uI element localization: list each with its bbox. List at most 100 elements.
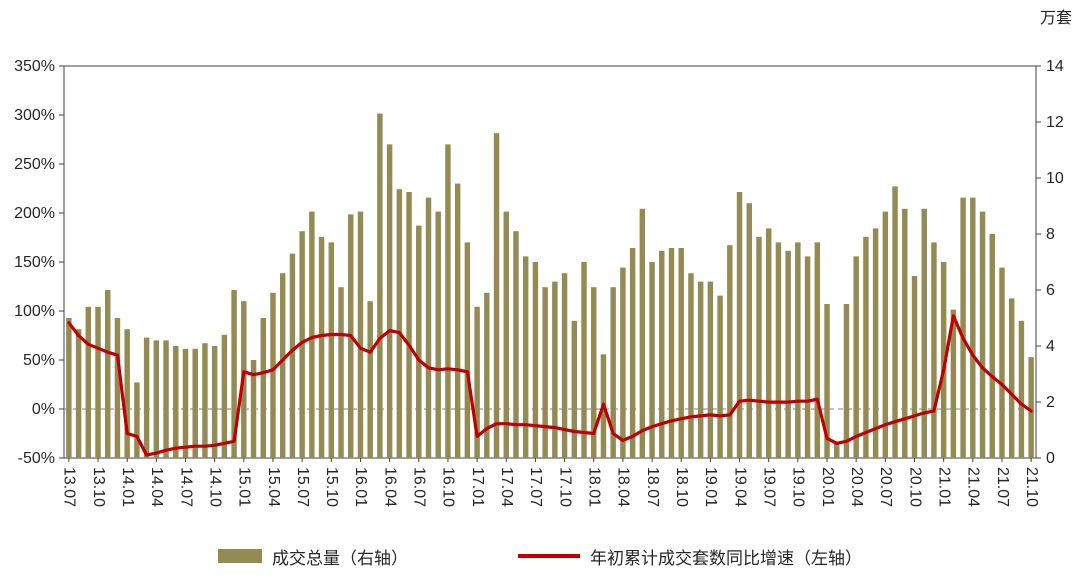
x-axis-tick-label: 18.10 (673, 467, 690, 507)
bar (66, 318, 72, 458)
bar (522, 256, 529, 458)
bar (804, 256, 811, 458)
bar (765, 228, 772, 458)
x-axis-tick-label: 15.10 (323, 467, 340, 507)
x-axis-tick-label: 14.10 (206, 467, 223, 507)
x-axis-tick-label: 17.07 (527, 467, 544, 507)
bar (581, 262, 587, 458)
bar (425, 197, 432, 458)
bar (795, 242, 801, 458)
bar (221, 334, 228, 458)
bar (377, 113, 383, 458)
bar (182, 348, 189, 458)
bar (785, 250, 791, 458)
bar (1018, 320, 1025, 458)
left-axis-tick-label: 100% (14, 303, 55, 320)
bar (629, 248, 636, 458)
bar (727, 245, 733, 458)
bar (1028, 357, 1034, 458)
legend-item-line: 年初累计成交套数同比增速（左轴） (518, 544, 862, 569)
right-axis-tick-label: 2 (1046, 394, 1055, 411)
x-axis-tick-label: 20.07 (877, 467, 894, 507)
x-axis-tick-label: 15.04 (265, 467, 282, 507)
bar (474, 306, 480, 458)
bar (775, 242, 782, 458)
x-axis-tick-label: 17.04 (498, 467, 515, 507)
bar (678, 248, 684, 458)
left-axis-tick-label: -50% (18, 450, 55, 467)
bar (357, 211, 364, 458)
bar (454, 183, 461, 458)
bar (231, 290, 237, 458)
right-axis-tick-label: 6 (1046, 282, 1055, 299)
bar (999, 267, 1005, 458)
bar (173, 346, 179, 458)
left-axis: -50% 0% 50% 100% 150% 200% 250% 300% 350% (14, 58, 64, 467)
bar (970, 197, 976, 458)
bar (639, 208, 646, 458)
bar (931, 242, 937, 458)
bar (134, 382, 140, 458)
bar (318, 236, 325, 458)
x-axis-tick-label: 18.04 (615, 467, 632, 507)
bar (940, 262, 947, 458)
bar (386, 144, 393, 458)
bar (513, 231, 519, 458)
bar-series-label: 成交总量（右轴） (272, 548, 408, 568)
bar (610, 287, 616, 458)
bar (882, 211, 889, 458)
bar (192, 348, 198, 458)
legend-item-bars: 成交总量（右轴） (218, 544, 408, 569)
bar (95, 306, 101, 458)
bar (659, 250, 665, 458)
bar (834, 444, 840, 458)
x-axis-tick-label: 21.01 (935, 467, 952, 507)
bar (1008, 298, 1015, 458)
bar (979, 211, 986, 458)
bar (649, 262, 655, 458)
bar (464, 242, 471, 458)
x-axis-tick-label: 21.10 (1023, 467, 1040, 507)
bar (75, 329, 82, 458)
bar (299, 231, 305, 458)
bar (736, 192, 743, 458)
x-axis-tick-label: 14.07 (177, 467, 194, 507)
bar (542, 287, 548, 458)
bar (279, 273, 286, 458)
line-series-label: 年初累计成交套数同比增速（左轴） (590, 548, 862, 568)
x-axis-tick-label: 17.01 (469, 467, 486, 507)
right-axis-tick-label: 0 (1046, 450, 1055, 467)
left-axis-tick-label: 300% (14, 107, 55, 124)
bar (960, 197, 966, 458)
x-axis-tick-label: 16.07 (411, 467, 428, 507)
bar (202, 343, 208, 458)
x-axis-tick-label: 20.04 (848, 467, 865, 507)
x-axis-tick-label: 19.04 (731, 467, 748, 507)
bar (143, 337, 150, 458)
legend: 成交总量（右轴） 年初累计成交套数同比增速（左轴） (0, 538, 1080, 574)
bar (493, 133, 500, 458)
bar (328, 242, 335, 458)
plot-frame (63, 65, 1037, 459)
right-axis-unit-label: 万套 (1039, 10, 1072, 27)
left-axis-tick-label: 350% (14, 58, 55, 75)
bar (153, 340, 160, 458)
bar (668, 248, 675, 458)
left-axis-tick-label: 150% (14, 254, 55, 271)
bar (289, 253, 296, 458)
x-axis-tick-label: 15.07 (294, 467, 311, 507)
bar (532, 262, 539, 458)
right-axis-tick-label: 8 (1046, 226, 1055, 243)
x-axis-tick-label: 13.10 (90, 467, 107, 507)
x-axis-tick-label: 19.01 (702, 467, 719, 507)
bar (863, 236, 869, 458)
x-axis-tick-label: 16.10 (440, 467, 457, 507)
x-axis-tick-label: 18.01 (586, 467, 603, 507)
bar (814, 242, 821, 458)
x-axis-tick-label: 16.04 (381, 467, 398, 507)
bar (416, 225, 422, 458)
bar (591, 287, 597, 458)
bar (911, 276, 918, 458)
x-axis-tick-label: 13.07 (61, 467, 78, 507)
x-axis-tick-label: 21.07 (994, 467, 1011, 507)
